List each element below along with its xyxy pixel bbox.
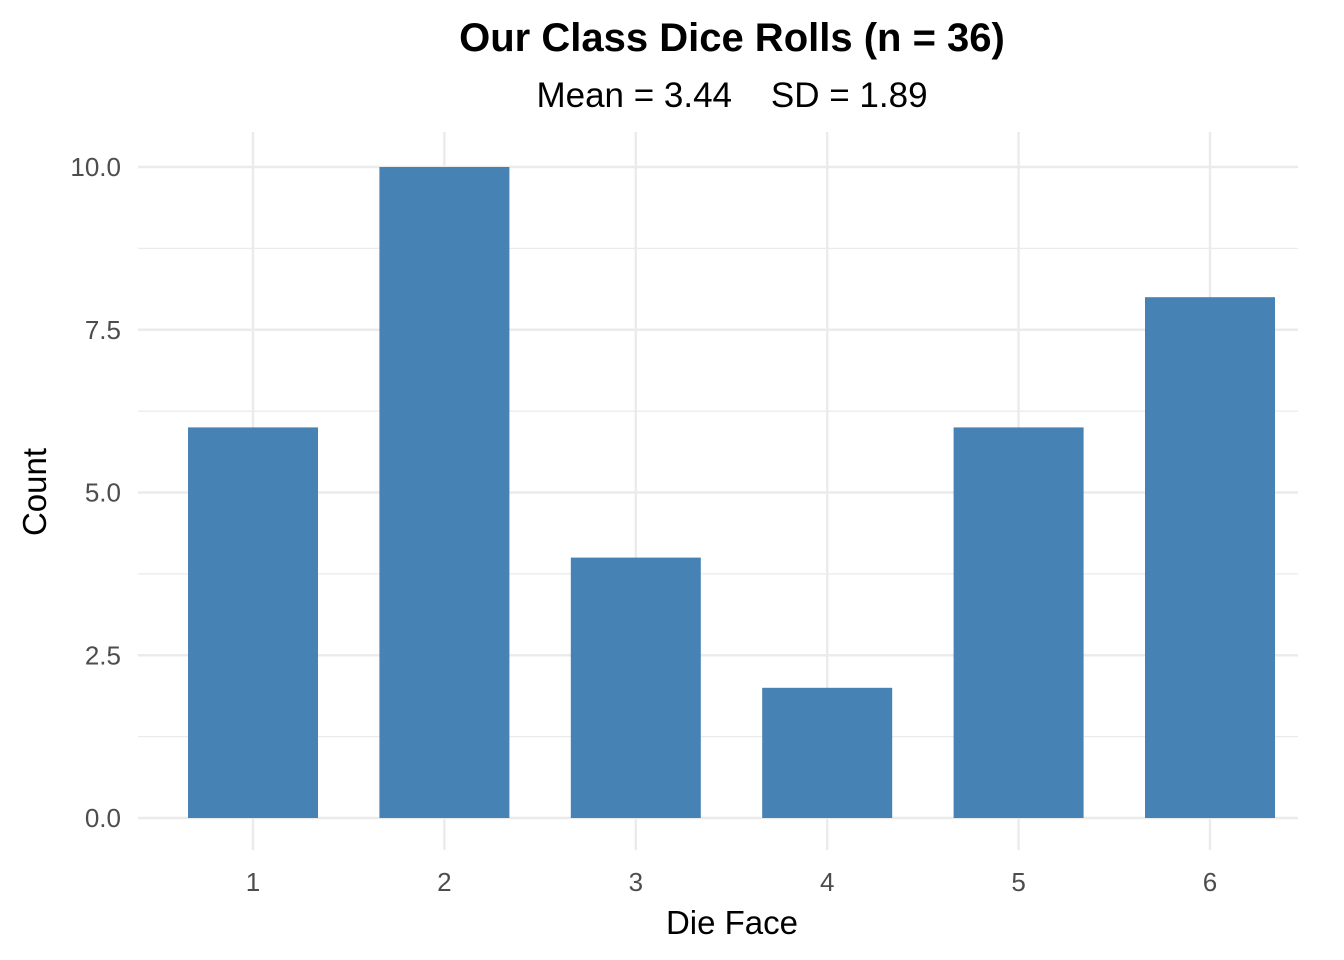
bar-2 xyxy=(379,167,510,818)
bars xyxy=(188,167,1275,818)
chart-subtitle: Mean = 3.44 SD = 1.89 xyxy=(536,76,927,115)
x-tick-label: 2 xyxy=(437,867,451,897)
y-tick-label: 10.0 xyxy=(70,152,121,182)
y-tick-label: 7.5 xyxy=(85,315,121,345)
x-tick-label: 6 xyxy=(1203,867,1217,897)
bar-4 xyxy=(762,687,893,818)
x-tick-label: 4 xyxy=(820,867,834,897)
chart-title: Our Class Dice Rolls (n = 36) xyxy=(459,16,1005,60)
y-tick-label: 5.0 xyxy=(85,478,121,508)
x-tick-label: 1 xyxy=(246,867,260,897)
y-axis-title: Count xyxy=(16,448,53,536)
y-tick-label: 2.5 xyxy=(85,640,121,670)
x-axis-title: Die Face xyxy=(666,904,798,941)
bar-3 xyxy=(570,557,701,818)
x-tick-label: 5 xyxy=(1011,867,1025,897)
y-axis-ticks: 0.0 2.5 5.0 7.5 10.0 xyxy=(70,152,121,833)
bar-1 xyxy=(188,427,318,818)
bar-6 xyxy=(1145,297,1275,818)
y-tick-label: 0.0 xyxy=(85,803,121,833)
x-axis-ticks: 1 2 3 4 5 6 xyxy=(246,867,1217,897)
bar-5 xyxy=(953,427,1084,818)
x-tick-label: 3 xyxy=(629,867,643,897)
